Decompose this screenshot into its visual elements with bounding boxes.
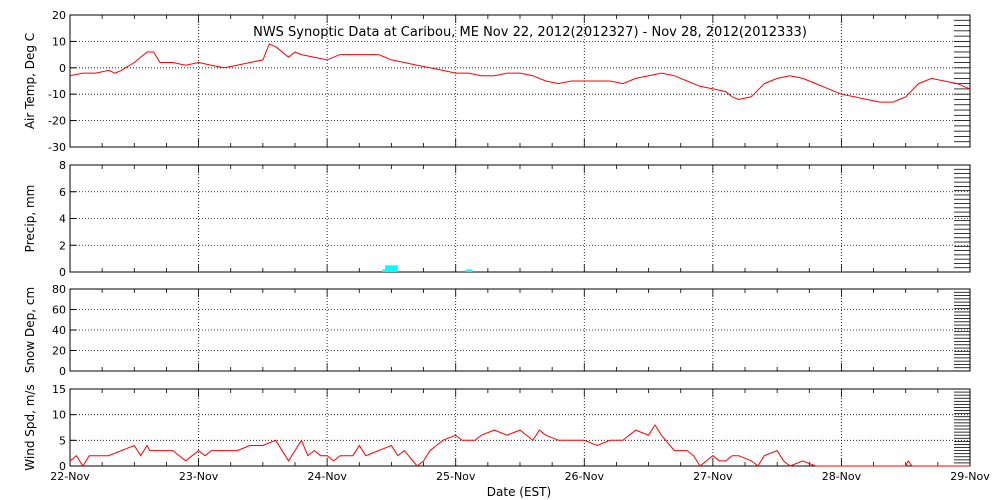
y-tick-label: 0 xyxy=(59,460,66,473)
panels: -30 -20 -10 0 10 20 Air Temp, Deg C 0 2 4 6 8 Precip… xyxy=(23,9,990,483)
panel-4: 0 5 10 15 Wind Spd, m/s 22-Nov 23-Nov 24-Nov 25-… xyxy=(23,383,990,483)
panel-frame xyxy=(69,388,971,467)
x-tick-label: 27-Nov xyxy=(693,470,733,483)
panel-2: 0 2 4 6 8 Precip, mm xyxy=(23,159,971,279)
x-tick-label: 29-Nov xyxy=(950,470,990,483)
precip-bar xyxy=(466,269,473,272)
y-tick-label: 80 xyxy=(52,283,66,296)
y-tick-label: 60 xyxy=(52,304,66,317)
x-tick-label: 23-Nov xyxy=(179,470,219,483)
y-tick-label: 10 xyxy=(52,35,66,48)
y-tick-label: 0 xyxy=(59,266,66,279)
y-tick-label: 0 xyxy=(59,365,66,378)
y-tick-label: -20 xyxy=(48,115,66,128)
y-tick-label: -10 xyxy=(48,88,66,101)
series-line xyxy=(69,43,971,103)
y-tick-label: 20 xyxy=(52,9,66,22)
x-tick-label: 28-Nov xyxy=(822,470,862,483)
y-tick-label: 8 xyxy=(59,159,66,172)
y-tick-label: 20 xyxy=(52,345,66,358)
precip-bar xyxy=(382,269,385,272)
x-tick-label: 22-Nov xyxy=(50,470,90,483)
panel-frame xyxy=(69,288,971,372)
precip-bar xyxy=(385,265,398,272)
y-tick-label: 4 xyxy=(59,213,66,226)
series-line xyxy=(69,423,970,467)
y-axis-label: Wind Spd, m/s xyxy=(23,384,37,470)
x-tick-label: 24-Nov xyxy=(307,470,347,483)
y-tick-label: 40 xyxy=(52,324,66,337)
panel-frame xyxy=(69,14,971,148)
x-axis-label: Date (EST) xyxy=(487,485,551,499)
y-tick-label: 0 xyxy=(59,62,66,75)
panel-frame xyxy=(69,164,971,273)
y-tick-label: 10 xyxy=(52,409,66,422)
y-tick-label: 6 xyxy=(59,186,66,199)
y-tick-label: -30 xyxy=(48,141,66,154)
y-tick-label: 2 xyxy=(59,239,66,252)
y-axis-label: Precip, mm xyxy=(23,185,37,253)
panel-1: -30 -20 -10 0 10 20 Air Temp, Deg C xyxy=(23,9,971,154)
y-axis-label: Air Temp, Deg C xyxy=(23,33,37,129)
y-tick-label: 5 xyxy=(59,434,66,447)
x-tick-label: 25-Nov xyxy=(436,470,476,483)
chart-title: NWS Synoptic Data at Caribou, ME Nov 22,… xyxy=(253,25,807,40)
y-tick-label: 15 xyxy=(52,383,66,396)
y-axis-label: Snow Dep, cm xyxy=(23,287,37,373)
panel-3: 0 20 40 60 80 Snow Dep, cm xyxy=(23,283,971,378)
x-tick-label: 26-Nov xyxy=(565,470,605,483)
